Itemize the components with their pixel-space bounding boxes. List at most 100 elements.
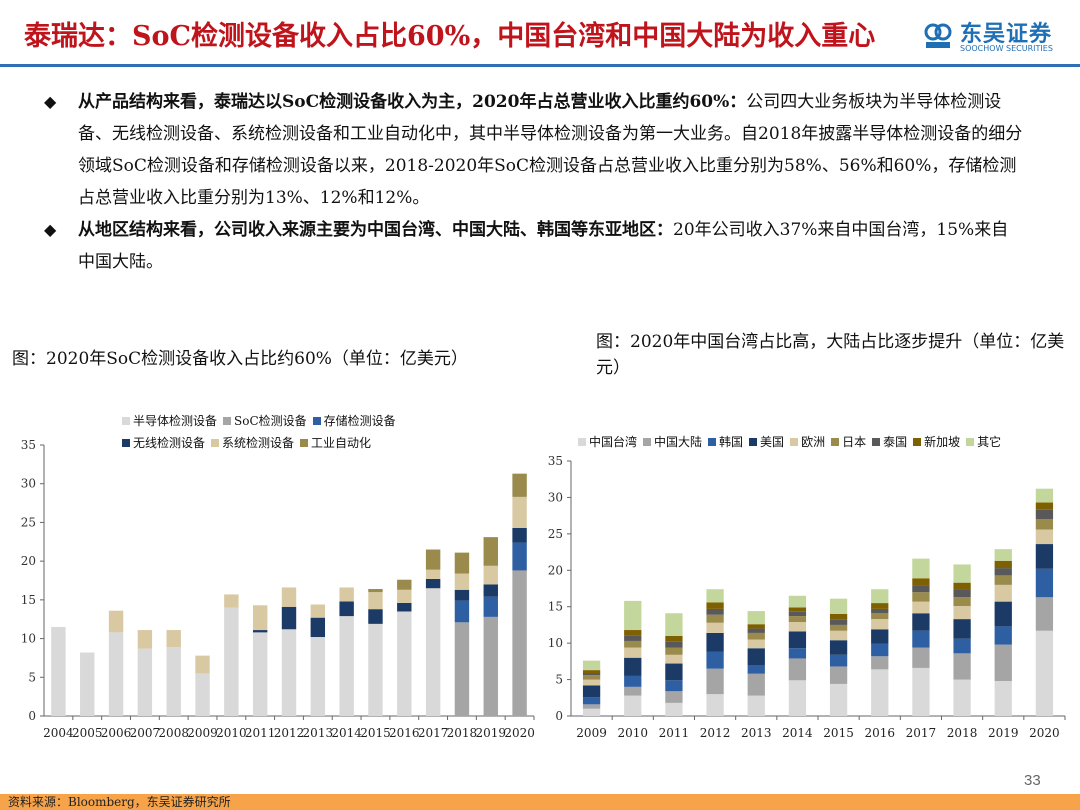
- chart-left-legend: 半导体检测设备 SoC检测设备 存储检测设备无线检测设备 系统检测设备 工业自动化: [122, 410, 442, 454]
- bar-segment: [994, 601, 1012, 627]
- x-tick-label: 2012: [700, 726, 731, 740]
- bar-segment: [706, 589, 724, 603]
- bar-segment: [953, 619, 971, 639]
- bar-segment: [1035, 519, 1054, 530]
- bar-segment: [788, 648, 807, 659]
- bar-segment: [994, 644, 1012, 682]
- bar-segment: [747, 665, 765, 674]
- legend-swatch: [790, 438, 799, 446]
- bar-segment: [582, 670, 601, 674]
- legend-item: 欧洲: [790, 434, 825, 450]
- bar-segment: [582, 675, 601, 680]
- bar-segment: [747, 639, 765, 649]
- bar-segment: [1035, 529, 1054, 545]
- bar-segment: [788, 658, 807, 681]
- bar-segment: [706, 614, 724, 623]
- bar-segment: [994, 626, 1012, 645]
- bar-segment: [747, 628, 765, 633]
- legend-swatch: [300, 439, 309, 447]
- bar-segment: [454, 600, 470, 623]
- bar-segment: [665, 702, 683, 716]
- bar-segment: [788, 622, 807, 632]
- x-tick-label: 2015: [360, 726, 391, 740]
- bar-segment: [871, 589, 889, 604]
- bar-segment: [747, 648, 765, 665]
- legend-label: SoC检测设备: [234, 414, 307, 428]
- y-tick-label: 15: [21, 593, 36, 607]
- bar-segment: [912, 592, 930, 602]
- legend-label: 无线检测设备: [133, 436, 206, 450]
- x-tick-label: 2019: [475, 726, 506, 740]
- x-tick-label: 2007: [130, 726, 161, 740]
- y-tick-label: 5: [555, 673, 563, 687]
- bar-segment: [582, 697, 601, 705]
- bar-segment: [1035, 597, 1054, 631]
- y-tick-label: 10: [548, 636, 563, 650]
- x-tick-label: 2016: [864, 726, 895, 740]
- x-tick-label: 2004: [43, 726, 74, 740]
- bar-segment: [624, 600, 642, 631]
- bar-segment: [166, 630, 181, 648]
- bar-segment: [994, 560, 1012, 569]
- chart-right-region-revenue: 0 5 10 15 20 25 30 35 2009 2010 2011 2012 2013 2014 20…: [548, 454, 1066, 740]
- bar-segment: [51, 626, 66, 716]
- bar-segment: [425, 569, 441, 579]
- bar-segment: [1035, 488, 1054, 503]
- bar-segment: [397, 602, 412, 612]
- x-tick-label: 2010: [617, 726, 648, 740]
- header-divider: [0, 64, 1080, 67]
- bar-segment: [1035, 568, 1054, 598]
- bar-segment: [747, 611, 765, 625]
- legend-label: 系统检测设备: [222, 436, 295, 450]
- y-tick-label: 35: [548, 454, 563, 468]
- bar-segment: [747, 695, 765, 716]
- x-tick-label: 2005: [72, 726, 103, 740]
- x-tick-label: 2018: [947, 726, 978, 740]
- bar-segment: [665, 635, 683, 642]
- bar-segment: [994, 568, 1012, 576]
- bar-segment: [1035, 630, 1054, 716]
- y-tick-label: 10: [21, 632, 36, 646]
- legend-swatch: [122, 417, 130, 425]
- x-tick-label: 2014: [782, 726, 813, 740]
- legend-swatch: [831, 438, 840, 446]
- legend-item: SoC检测设备: [223, 410, 307, 432]
- bar-segment: [912, 585, 930, 593]
- bar-segment: [871, 603, 889, 609]
- bar-segment: [624, 640, 642, 648]
- legend-label: 存储检测设备: [323, 414, 396, 428]
- bar-segment: [665, 691, 683, 703]
- x-tick-label: 2011: [659, 726, 690, 740]
- x-tick-label: 2017: [906, 726, 937, 740]
- bar-segment: [137, 630, 153, 649]
- bar-segment: [788, 631, 807, 649]
- bar-segment: [454, 573, 470, 590]
- bar-segment: [368, 589, 383, 593]
- x-tick-label: 2010: [216, 726, 247, 740]
- bar-segment: [788, 607, 807, 612]
- bar-segment: [706, 651, 724, 669]
- bar-segment: [582, 704, 601, 709]
- bullet-heading: 从产品结构来看，泰瑞达以SoC检测设备收入为主，2020年占总营业收入比重约60…: [78, 92, 747, 112]
- bar-segment: [624, 635, 642, 641]
- legend-item: 工业自动化: [300, 432, 371, 454]
- x-tick-label: 2013: [741, 726, 772, 740]
- y-tick-label: 5: [28, 670, 36, 684]
- legend-label: 半导体检测设备: [133, 414, 218, 428]
- page-title: 泰瑞达：SoC检测设备收入占比60%，中国台湾和中国大陆为收入重心: [24, 21, 876, 52]
- y-tick-label: 15: [548, 600, 563, 614]
- bar-segment: [397, 589, 412, 603]
- bar-segment: [788, 680, 807, 716]
- bar-segment: [871, 643, 889, 657]
- bar-segment: [912, 613, 930, 631]
- x-tick-label: 2016: [389, 726, 420, 740]
- bar-segment: [706, 602, 724, 609]
- legend-label: 其它: [977, 435, 1002, 449]
- bar-segment: [665, 613, 683, 636]
- bar-segment: [339, 587, 354, 602]
- bar-segment: [512, 473, 527, 497]
- legend-item: 日本: [831, 434, 866, 450]
- bar-segment: [912, 601, 930, 614]
- bar-segment: [224, 607, 239, 716]
- bar-segment: [953, 597, 971, 606]
